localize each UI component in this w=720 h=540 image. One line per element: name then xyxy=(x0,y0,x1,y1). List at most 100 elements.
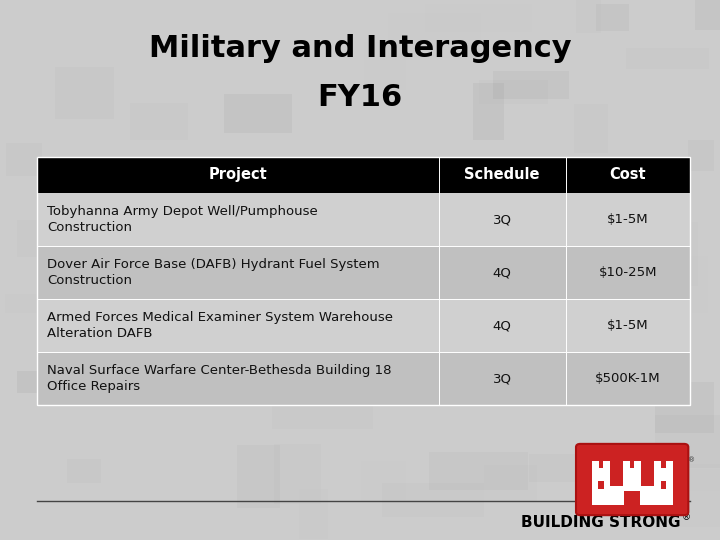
Bar xyxy=(168,256,213,296)
Bar xyxy=(429,451,528,490)
Text: FY16: FY16 xyxy=(318,83,402,112)
Text: ®: ® xyxy=(682,513,690,522)
Bar xyxy=(37,246,690,299)
Bar xyxy=(130,103,188,140)
Bar xyxy=(643,202,668,257)
Bar xyxy=(603,461,611,468)
Bar xyxy=(683,469,720,491)
Bar xyxy=(623,461,630,468)
Bar xyxy=(654,415,720,468)
Bar xyxy=(215,0,251,54)
Bar xyxy=(573,204,635,258)
Bar xyxy=(665,461,672,468)
Text: Cost: Cost xyxy=(609,167,646,183)
Bar xyxy=(592,461,599,468)
Bar xyxy=(37,352,690,405)
Bar xyxy=(695,0,720,30)
Bar xyxy=(654,468,672,495)
Bar xyxy=(141,256,171,282)
Bar xyxy=(431,336,537,358)
Bar xyxy=(582,482,604,516)
Bar xyxy=(6,143,42,176)
Bar xyxy=(688,140,714,171)
Bar xyxy=(17,372,63,393)
Text: Schedule: Schedule xyxy=(464,167,540,183)
Bar xyxy=(667,234,720,292)
Text: Naval Surface Warfare Center-Bethesda Building 18
Office Repairs: Naval Surface Warfare Center-Bethesda Bu… xyxy=(47,364,391,393)
Bar xyxy=(361,461,405,501)
Text: 4Q: 4Q xyxy=(492,319,512,332)
Text: 3Q: 3Q xyxy=(492,213,512,226)
Bar xyxy=(274,444,321,504)
Bar xyxy=(388,12,481,58)
Bar xyxy=(596,4,629,31)
Text: Armed Forces Medical Examiner System Warehouse
Alteration DAFB: Armed Forces Medical Examiner System War… xyxy=(47,311,393,340)
Bar xyxy=(576,0,601,33)
Bar xyxy=(610,256,708,313)
Bar xyxy=(425,4,532,32)
Bar xyxy=(473,83,505,140)
Bar xyxy=(595,185,642,226)
Bar xyxy=(37,299,690,352)
Text: Military and Interagency: Military and Interagency xyxy=(149,34,571,63)
Text: Dover Air Force Base (DAFB) Hydrant Fuel System
Construction: Dover Air Force Base (DAFB) Hydrant Fuel… xyxy=(47,258,379,287)
Bar xyxy=(654,461,661,468)
Bar xyxy=(624,491,641,505)
Text: 3Q: 3Q xyxy=(492,372,512,385)
Bar xyxy=(473,289,534,340)
Bar xyxy=(574,104,608,153)
Text: $1-5M: $1-5M xyxy=(607,319,649,332)
Text: $10-25M: $10-25M xyxy=(598,266,657,279)
Bar xyxy=(161,176,197,230)
Bar xyxy=(223,94,292,133)
Bar xyxy=(267,313,364,345)
Bar xyxy=(364,42,406,90)
Bar xyxy=(233,341,269,378)
Bar xyxy=(382,483,484,517)
Bar xyxy=(401,310,426,363)
Bar xyxy=(529,454,623,482)
Bar xyxy=(55,68,114,119)
Bar xyxy=(493,71,569,99)
Bar xyxy=(468,199,554,218)
Bar xyxy=(37,157,690,405)
Bar xyxy=(385,345,470,369)
Text: $500K-1M: $500K-1M xyxy=(595,372,661,385)
Bar xyxy=(67,458,101,483)
Text: ®: ® xyxy=(688,457,695,463)
Bar xyxy=(148,235,202,275)
Bar xyxy=(675,221,698,286)
Bar xyxy=(592,468,611,495)
Bar xyxy=(598,481,603,489)
Bar xyxy=(654,382,714,433)
Bar xyxy=(485,465,537,502)
Bar xyxy=(37,193,690,246)
Text: Project: Project xyxy=(209,167,267,183)
Bar xyxy=(384,80,490,110)
Bar xyxy=(237,444,279,508)
Bar xyxy=(670,464,720,526)
Bar xyxy=(623,468,642,495)
Bar xyxy=(272,372,374,429)
Bar xyxy=(17,220,99,256)
Bar xyxy=(590,171,677,196)
Bar xyxy=(661,481,666,489)
Bar xyxy=(701,0,720,24)
Bar xyxy=(5,294,67,313)
Bar xyxy=(585,258,659,309)
FancyBboxPatch shape xyxy=(576,444,688,515)
Bar xyxy=(626,48,709,69)
Bar xyxy=(37,157,690,193)
Text: Tobyhanna Army Depot Well/Pumphouse
Construction: Tobyhanna Army Depot Well/Pumphouse Cons… xyxy=(47,205,318,234)
Text: 4Q: 4Q xyxy=(492,266,512,279)
Bar xyxy=(592,486,672,505)
Bar xyxy=(222,250,308,290)
Bar xyxy=(554,341,624,370)
Bar xyxy=(435,334,514,384)
Bar xyxy=(634,461,642,468)
Bar xyxy=(479,79,548,104)
Text: BUILDING STRONG: BUILDING STRONG xyxy=(521,515,680,530)
Bar xyxy=(393,369,479,387)
Bar xyxy=(299,489,328,539)
Text: $1-5M: $1-5M xyxy=(607,213,649,226)
